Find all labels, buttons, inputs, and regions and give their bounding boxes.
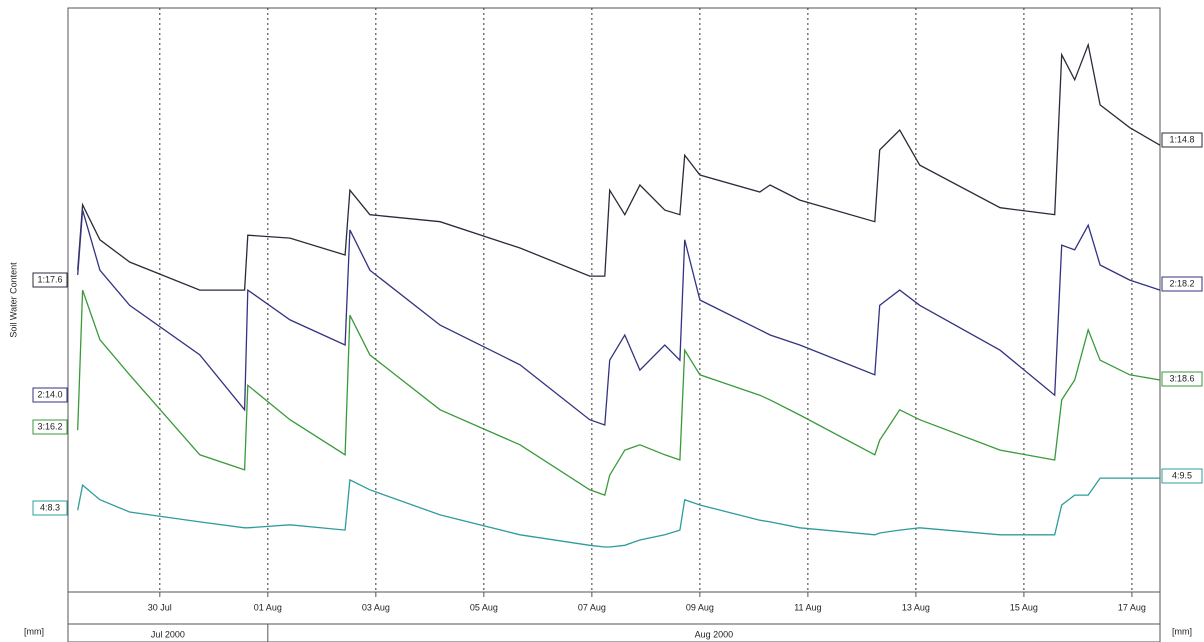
series-line xyxy=(77,477,1160,548)
x-tick-label: 01 Aug xyxy=(254,602,282,612)
series-label-box xyxy=(1161,371,1203,387)
plot-frame xyxy=(67,7,1161,642)
series-start-label: 2:14.0 xyxy=(37,389,62,399)
series-label-box xyxy=(32,387,68,403)
series-line xyxy=(77,289,1161,496)
unit-label: [mm] xyxy=(1172,626,1192,636)
x-tick-label: 17 Aug xyxy=(1118,602,1146,612)
series-start-label: 4:8.3 xyxy=(40,502,60,512)
series-label-box xyxy=(1161,132,1203,148)
series-label-box xyxy=(32,500,68,516)
x-tick-label: 30 Jul xyxy=(148,602,172,612)
series-start-label: 3:16.2 xyxy=(37,421,62,431)
x-tick-label: 13 Aug xyxy=(902,602,930,612)
series-label-box xyxy=(32,272,68,288)
series-line xyxy=(77,209,1161,426)
x-tick-label: 05 Aug xyxy=(470,602,498,612)
series-label-box xyxy=(1161,468,1203,484)
period-label: Aug 2000 xyxy=(695,629,734,639)
x-tick-label: 03 Aug xyxy=(362,602,390,612)
x-tick-label: 11 Aug xyxy=(794,602,821,612)
series-label-box xyxy=(32,419,68,435)
y-axis-label: Soil Water Content xyxy=(8,262,18,338)
unit-label: [mm] xyxy=(24,626,44,636)
x-tick-label: 07 Aug xyxy=(578,602,606,612)
series-end-label: 4:9.5 xyxy=(1172,470,1192,480)
series-end-label: 3:18.6 xyxy=(1169,373,1194,383)
period-label: Jul 2000 xyxy=(151,629,185,639)
x-tick-label: 09 Aug xyxy=(686,602,714,612)
series-end-label: 1:14.8 xyxy=(1169,134,1194,144)
series-label-box xyxy=(1161,276,1203,292)
series-end-label: 2:18.2 xyxy=(1169,278,1194,288)
x-tick-label: 15 Aug xyxy=(1010,602,1038,612)
series-line xyxy=(77,42,1161,291)
series-start-label: 1:17.6 xyxy=(37,274,62,284)
